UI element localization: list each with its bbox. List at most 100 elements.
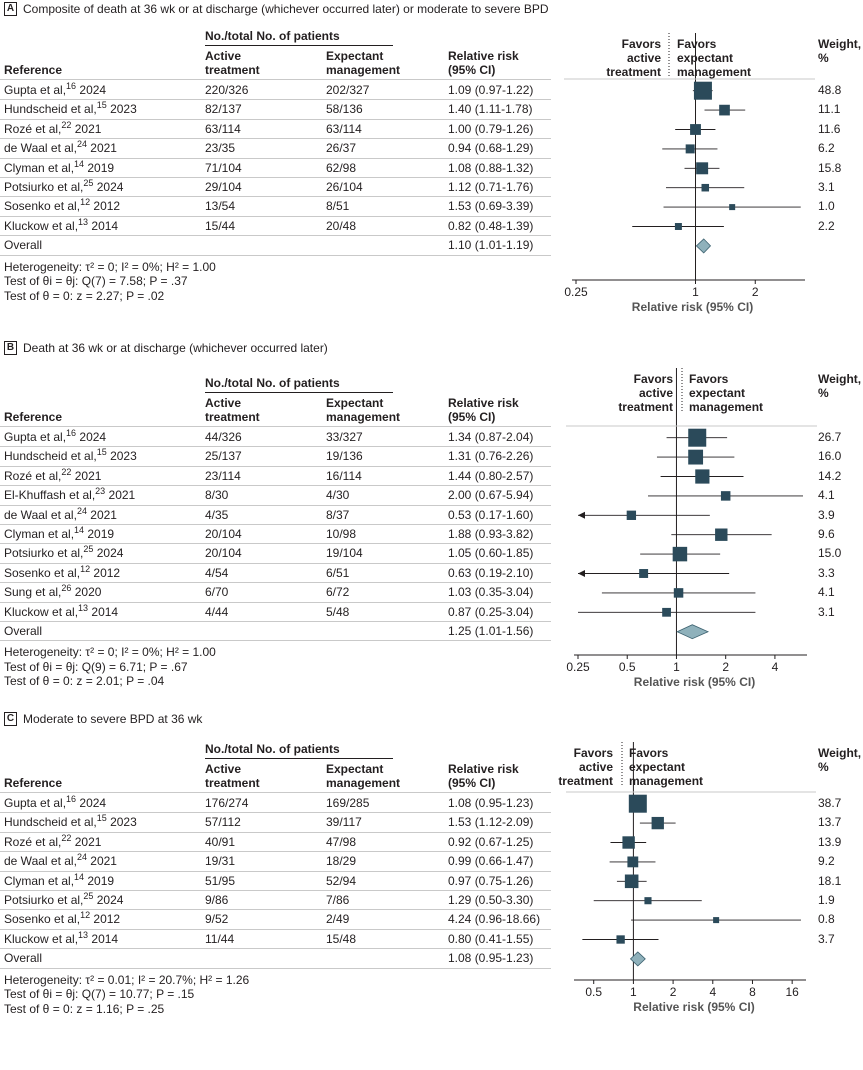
col-active-header-line-1: treatment — [205, 410, 260, 424]
favors-expectant-label-line-1: expectant — [629, 760, 686, 774]
cell-active: 20/104 — [205, 527, 242, 541]
cell-expectant: 169/285 — [326, 796, 370, 810]
cell-active: 15/44 — [205, 218, 236, 233]
study-reference: Clyman et al,14 2019 — [4, 159, 114, 175]
study-mark — [665, 183, 745, 192]
stat-heterogeneity: Heterogeneity: τ² = 0; I² = 0%; H² = 1.0… — [4, 645, 216, 660]
study-author: Rozé et al, — [4, 121, 62, 136]
study-reference: Sung et al,26 2020 — [4, 584, 102, 600]
col-weight-header-line-1: % — [818, 760, 829, 774]
favors-expectant-label-line-0: Favors — [689, 372, 729, 386]
study-author: Sosenko et al, — [4, 565, 81, 580]
study-author: de Waal et al, — [4, 507, 77, 522]
row-rule — [0, 446, 551, 448]
cell-active: 82/137 — [205, 102, 242, 117]
study-year: 2024 — [93, 546, 124, 561]
row-rule — [0, 504, 551, 506]
study-author: de Waal et al, — [4, 141, 77, 156]
col-rr-header-line-0: Relative risk — [448, 762, 519, 776]
x-tick-label: 1 — [630, 985, 637, 999]
cell-rr-text: 1.00 (0.79-1.26) — [448, 121, 534, 136]
col-rr-header-line-1: (95% CI) — [448, 63, 496, 77]
row-rule — [0, 465, 551, 467]
row-rule — [0, 890, 551, 891]
study-citation: 15 — [96, 813, 107, 824]
study-reference: Sosenko et al,12 2012 — [4, 910, 121, 927]
cell-weight: 4.1 — [818, 488, 835, 503]
cell-rr-text: 0.92 (0.67-1.25) — [448, 834, 534, 849]
study-year: 2021 — [71, 468, 102, 483]
group-header-rule — [205, 45, 393, 46]
study-year: 2021 — [86, 141, 117, 156]
cell-rr-text: 1.34 (0.87-2.04) — [448, 430, 534, 444]
stat-theta-0: Test of θ = 0: z = 2.01; P = .04 — [4, 674, 165, 689]
study-reference: Gupta et al,16 2024 — [4, 429, 107, 445]
study-year: 2012 — [90, 912, 121, 927]
cell-expectant: 26/37 — [326, 141, 357, 156]
cell-rr-text: 1.12 (0.71-1.76) — [448, 180, 534, 194]
study-reference: Rozé et al,22 2021 — [4, 119, 101, 136]
panel-title: C Moderate to severe BPD at 36 wk — [4, 710, 202, 728]
stats-block: Heterogeneity: τ² = 0.01; I² = 20.7%; H²… — [4, 973, 249, 1017]
col-expectant-header-line-0: Expectant — [326, 49, 384, 63]
study-reference: Hundscheid et al,15 2023 — [4, 448, 137, 464]
study-year: 2023 — [106, 449, 137, 464]
study-citation: 24 — [76, 139, 87, 150]
study-mark — [704, 104, 746, 116]
cell-weight: 3.7 — [818, 931, 835, 946]
cell-rr-text: 1.08 (0.95-1.23) — [448, 796, 534, 810]
cell-expectant: 18/29 — [326, 854, 357, 869]
favors-active-label-line-0: Favors — [621, 37, 661, 51]
cell-active: 23/114 — [205, 468, 241, 483]
study-citation: 15 — [96, 100, 107, 111]
panel-title-text: Death at 36 wk or at discharge (whicheve… — [23, 341, 328, 355]
cell-expectant: 6/72 — [326, 585, 350, 600]
effect-square — [690, 124, 701, 135]
cell-rr-text: 1.44 (0.80-2.57) — [448, 468, 534, 483]
cell-weight: 11.1 — [818, 102, 841, 117]
study-citation: 22 — [61, 119, 72, 130]
cell-weight: 13.7 — [818, 815, 842, 830]
row-rule — [0, 524, 551, 525]
x-tick-label: 0.5 — [585, 985, 602, 999]
row-rule — [0, 99, 551, 101]
study-citation: 13 — [78, 216, 89, 227]
cell-expectant: 63/114 — [326, 121, 362, 136]
study-year: 2020 — [71, 585, 102, 600]
cell-weight: 1.0 — [818, 199, 835, 214]
cell-expectant: 19/136 — [326, 449, 363, 464]
cell-active: 51/95 — [205, 873, 236, 888]
overall-rr: 1.08 (0.95-1.23) — [448, 951, 534, 966]
cell-rr-text: 0.99 (0.66-1.47) — [448, 854, 534, 869]
favors-active-label-line-2: treatment — [618, 400, 673, 414]
cell-expectant: 6/51 — [326, 565, 350, 580]
cell-weight: 3.1 — [818, 604, 835, 619]
study-year: 2019 — [84, 527, 115, 541]
effect-square — [688, 428, 707, 447]
study-year: 2014 — [88, 218, 119, 233]
col-active-header-line-0: Active — [205, 49, 242, 63]
study-citation: 13 — [78, 602, 89, 613]
study-mark — [593, 897, 702, 905]
stat-heterogeneity: Heterogeneity: τ² = 0; I² = 0%; H² = 1.0… — [4, 259, 216, 274]
study-citation: 16 — [66, 794, 77, 804]
col-expectant-header-line-0: Expectant — [326, 396, 384, 410]
favors-expectant-label-line-0: Favors — [629, 746, 669, 760]
x-tick-label: 2 — [670, 985, 677, 999]
x-tick-label: 16 — [785, 985, 799, 999]
cell-active: 6/70 — [205, 585, 229, 600]
overall-diamond — [629, 951, 646, 967]
effect-square — [662, 607, 671, 617]
study-citation: 12 — [80, 910, 91, 921]
study-author: de Waal et al, — [4, 854, 77, 869]
effect-square — [729, 204, 736, 211]
study-year: 2021 — [71, 834, 102, 849]
study-author: Sung et al, — [4, 585, 62, 600]
col-active-header-line-0: Active — [205, 762, 242, 776]
study-mark — [666, 428, 728, 447]
cell-expectant: 10/98 — [326, 527, 357, 541]
study-year: 2014 — [88, 931, 119, 946]
study-year: 2024 — [76, 430, 107, 444]
effect-square — [688, 449, 704, 465]
study-citation: 14 — [74, 525, 85, 535]
